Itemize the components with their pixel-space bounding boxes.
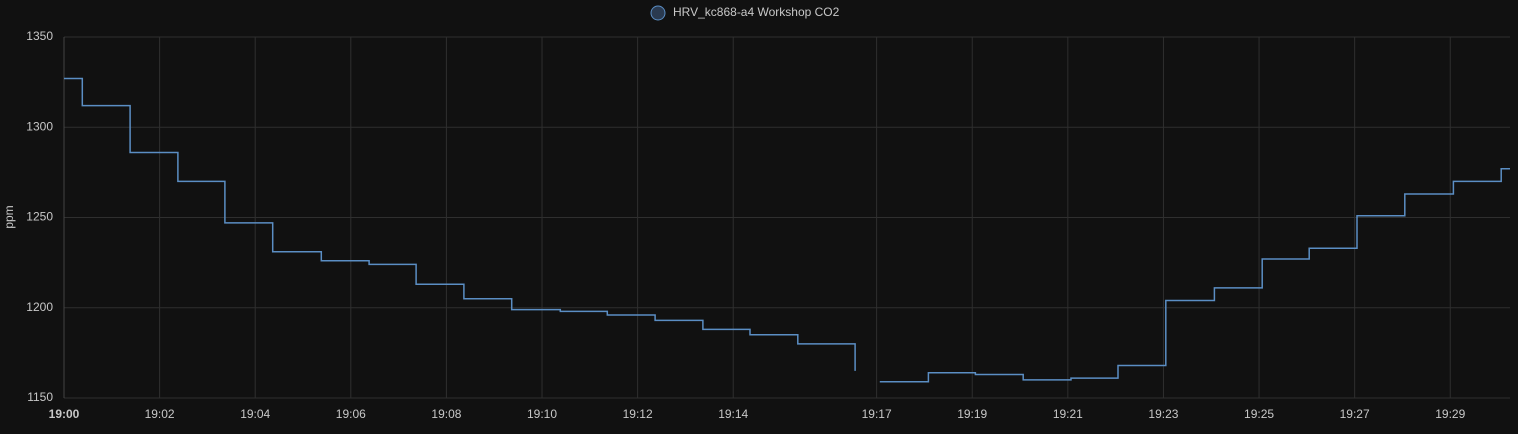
y-tick-label: 1150 [27,390,53,404]
x-tick-label: 19:02 [145,407,175,421]
legend-label[interactable]: HRV_kc868-a4 Workshop CO2 [673,5,840,19]
x-tick-label: 19:19 [957,407,987,421]
x-tick-label: 19:00 [49,407,80,421]
x-tick-label: 19:04 [240,407,270,421]
x-tick-label: 19:06 [336,407,366,421]
y-axis-label: ppm [2,205,16,228]
x-tick-label: 19:17 [862,407,892,421]
x-tick-label: 19:14 [718,407,748,421]
x-tick-label: 19:29 [1435,407,1465,421]
x-tick-label: 19:23 [1148,407,1178,421]
x-tick-label: 19:27 [1340,407,1370,421]
x-tick-label: 19:10 [527,407,557,421]
y-tick-label: 1350 [26,29,53,43]
x-tick-label: 19:12 [623,407,653,421]
y-tick-label: 1300 [26,119,53,133]
series-line [64,77,856,371]
x-tick-label: 19:21 [1053,407,1083,421]
y-tick-label: 1250 [26,210,53,224]
x-tick-label: 19:08 [431,407,461,421]
series-line [879,168,1510,383]
legend-marker[interactable] [650,5,666,21]
y-tick-label: 1200 [26,300,53,314]
x-tick-label: 19:25 [1244,407,1274,421]
